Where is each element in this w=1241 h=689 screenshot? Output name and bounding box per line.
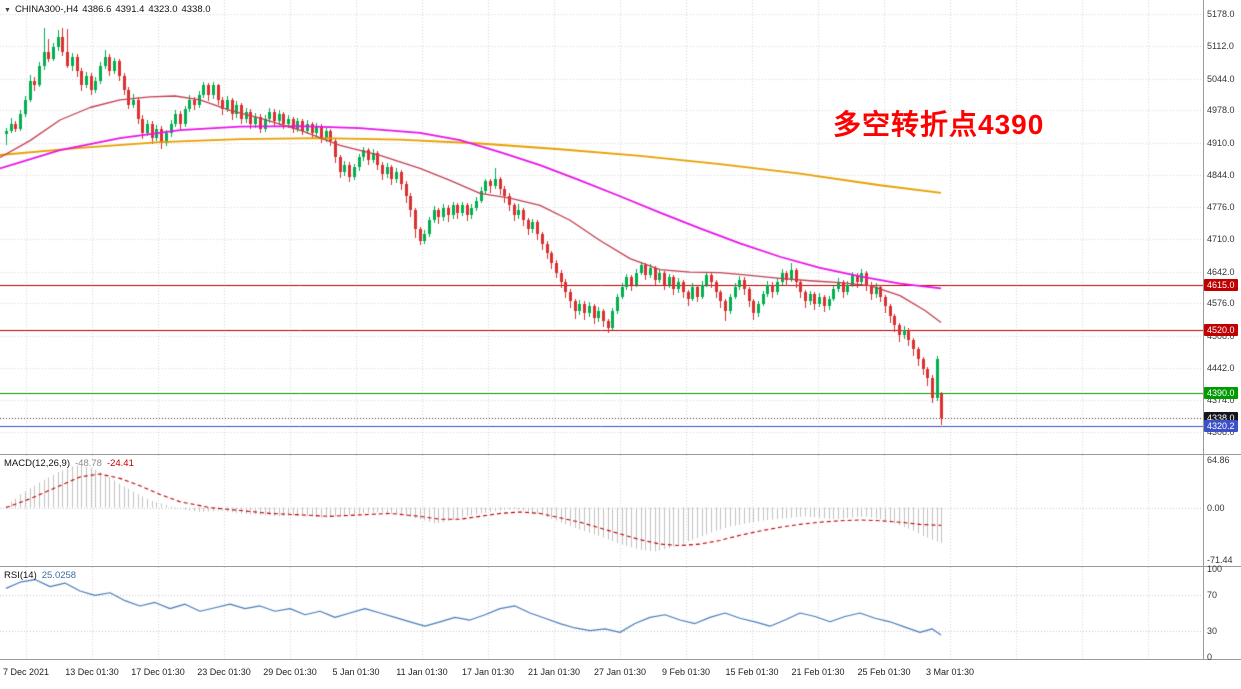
time-axis-label: 3 Mar 01:30 (925, 667, 975, 677)
price-axis-label: 4576.0 (1207, 298, 1235, 309)
rsi-header: RSI(14) 25.0258 (4, 570, 76, 581)
macd-value: -48.78 (75, 458, 102, 469)
price-level-label[interactable]: 4520.0 (1204, 324, 1238, 337)
panel-separator (0, 659, 1241, 660)
time-axis-label: 15 Feb 01:30 (725, 667, 779, 677)
price-axis-label: 4374.0 (1207, 395, 1235, 406)
price-axis-label: 4710.0 (1207, 233, 1235, 244)
ohlc-high: 4391.4 (115, 4, 145, 15)
time-axis[interactable]: 7 Dec 2021 13 Dec 01:30 17 Dec 01:30 23 Dec… (0, 660, 1241, 689)
ohlc-close: 4338.0 (181, 4, 211, 15)
rsi-axis-label: 30 (1207, 625, 1218, 636)
time-axis-label: 17 Dec 01:30 (131, 667, 185, 677)
symbol-info-bar: ▼ CHINA300-,H4 4386.6 4391.4 4323.0 4338.0 (4, 4, 215, 15)
price-axis-label: 4642.0 (1207, 266, 1235, 277)
symbol-name: CHINA300-,H4 (14, 4, 79, 15)
price-axis-label: 5178.0 (1207, 9, 1235, 20)
macd-canvas[interactable] (0, 455, 1203, 566)
macd-axis-label: 64.86 (1207, 455, 1230, 466)
price-axis[interactable]: 5178.0 5112.0 5044.0 4978.0 4910.0 4844.0 4776… (1204, 0, 1241, 660)
time-axis-label: 27 Jan 01:30 (593, 667, 647, 677)
time-axis-label: 5 Jan 01:30 (332, 667, 380, 677)
time-axis-label: 13 Dec 01:30 (65, 667, 119, 677)
ohlc-low: 4323.0 (148, 4, 178, 15)
time-axis-label: 17 Jan 01:30 (461, 667, 515, 677)
time-axis-label: 25 Feb 01:30 (857, 667, 911, 677)
time-axis-label: 29 Dec 01:30 (263, 667, 317, 677)
rsi-axis-label: 0 (1207, 652, 1213, 662)
rsi-canvas[interactable] (0, 567, 1203, 659)
price-axis-label: 5044.0 (1207, 73, 1235, 84)
price-level-label[interactable]: 4615.0 (1204, 278, 1238, 291)
rsi-axis-label: 100 (1207, 564, 1223, 574)
macd-axis-label: -71.44 (1207, 554, 1233, 565)
time-axis-label: 7 Dec 2021 (2, 667, 50, 677)
collapse-icon[interactable]: ▼ (4, 7, 11, 14)
price-axis-label: 4442.0 (1207, 362, 1235, 373)
time-axis-label: 21 Feb 01:30 (791, 667, 845, 677)
price-axis-label: 5112.0 (1207, 41, 1234, 52)
trend-annotation: 多空转折点4390 (833, 109, 1045, 140)
price-scale-divider (1203, 0, 1204, 659)
panel-separator[interactable] (0, 454, 1241, 455)
price-level-label[interactable]: 4320.2 (1204, 420, 1238, 433)
main-chart-canvas[interactable] (0, 0, 1203, 454)
rsi-title: RSI(14) (4, 570, 37, 581)
macd-signal-value: -24.41 (106, 458, 134, 469)
rsi-value: 25.0258 (41, 570, 77, 581)
time-axis-label: 11 Jan 01:30 (396, 667, 448, 677)
macd-header: MACD(12,26,9) -48.78 -24.41 (4, 458, 134, 469)
price-axis-label: 4978.0 (1207, 105, 1235, 116)
macd-axis-label: 0.00 (1207, 502, 1225, 513)
price-axis-label: 4844.0 (1207, 169, 1235, 180)
time-axis-label: 23 Dec 01:30 (197, 667, 251, 677)
time-axis-label: 9 Feb 01:30 (661, 667, 711, 677)
price-level-label[interactable]: 4390.0 (1204, 386, 1238, 399)
time-axis-label: 21 Jan 01:30 (527, 667, 581, 677)
price-axis-label: 4776.0 (1207, 202, 1235, 213)
price-axis-label: 4910.0 (1207, 138, 1235, 148)
macd-title: MACD(12,26,9) (4, 458, 70, 469)
rsi-axis-label: 70 (1207, 590, 1218, 601)
panel-separator[interactable] (0, 566, 1241, 567)
ohlc-open: 4386.6 (82, 4, 112, 15)
